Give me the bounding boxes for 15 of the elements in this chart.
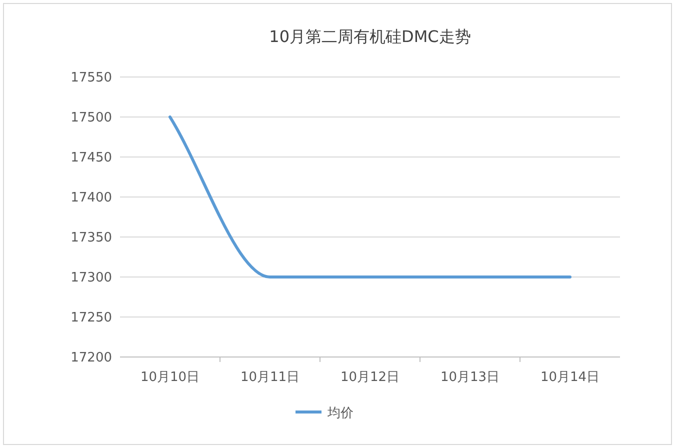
y-tick-label: 17200 [70, 350, 112, 366]
y-tick-label: 17400 [70, 190, 112, 206]
y-tick-label: 17250 [70, 310, 112, 326]
x-tick-label: 10月11日 [240, 370, 300, 385]
x-tick-label: 10月13日 [440, 370, 500, 385]
x-tick-label: 10月12日 [340, 370, 400, 385]
y-tick-label: 17350 [70, 230, 112, 246]
chart-title: 10月第二周有机硅DMC走势 [269, 27, 471, 46]
y-tick-label: 17550 [70, 70, 112, 86]
x-tick-label: 10月14日 [540, 370, 600, 385]
x-tick-label: 10月10日 [140, 370, 200, 385]
legend-label: 均价 [326, 406, 354, 421]
y-tick-label: 17500 [70, 110, 112, 126]
y-tick-label: 17450 [70, 150, 112, 166]
y-tick-label: 17300 [70, 270, 112, 286]
